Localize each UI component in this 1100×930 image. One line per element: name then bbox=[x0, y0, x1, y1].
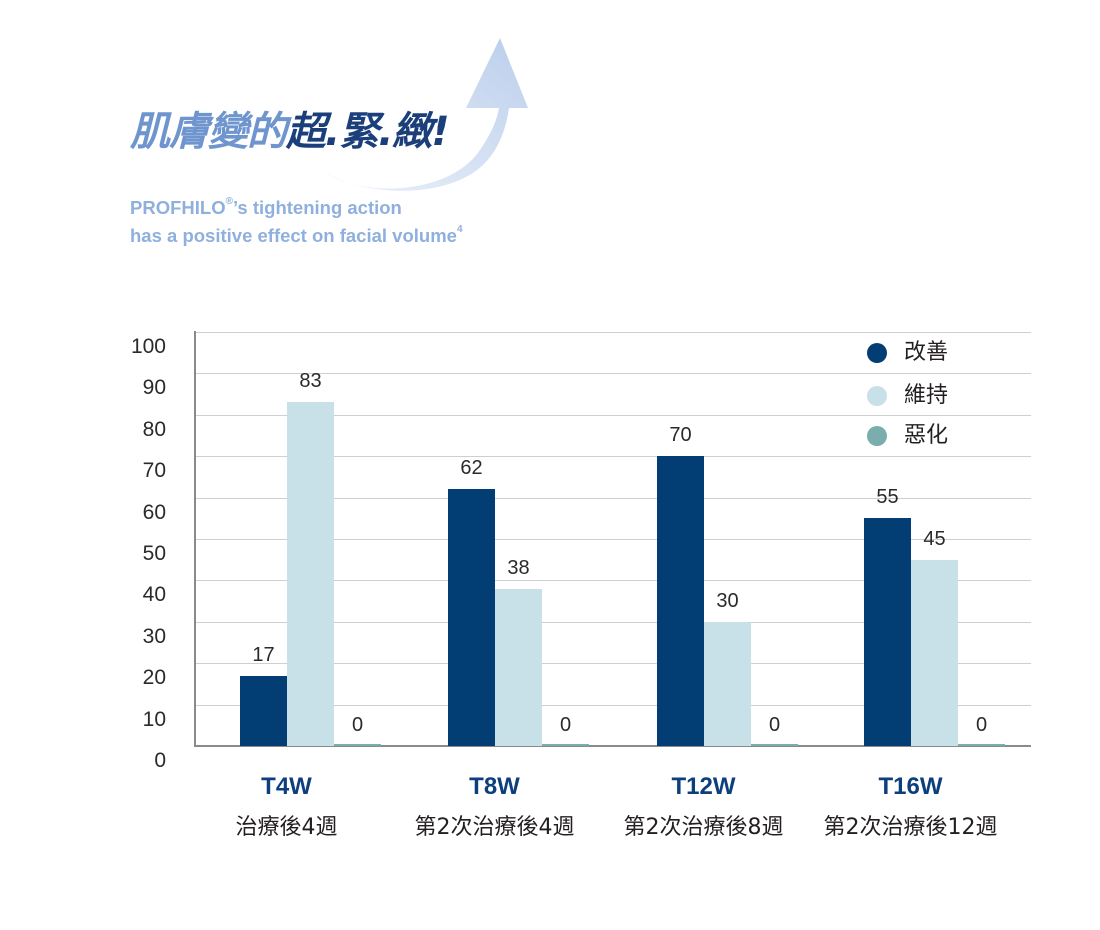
brand-name: PROFHILO bbox=[130, 197, 226, 218]
gridline bbox=[195, 539, 1031, 540]
gridline bbox=[195, 705, 1031, 706]
bar-maintained bbox=[495, 588, 542, 746]
registered-mark: ® bbox=[225, 196, 233, 207]
headline: 肌膚變的超.緊.緻! bbox=[130, 109, 450, 155]
bar-worsened bbox=[958, 744, 1005, 746]
bar-value-label: 62 bbox=[460, 457, 483, 479]
bar-value-label: 45 bbox=[923, 528, 946, 550]
y-tick-label: 10 bbox=[142, 708, 166, 731]
bar-value-label: 0 bbox=[975, 714, 988, 736]
subtitle-text: has a positive effect on facial volume bbox=[130, 225, 457, 246]
bar-value-label: 70 bbox=[669, 424, 692, 446]
gridline bbox=[195, 580, 1031, 581]
bar-improved bbox=[240, 675, 287, 746]
gridline bbox=[195, 663, 1031, 664]
legend-dot-maintained-icon bbox=[867, 386, 887, 406]
x-category-label: T4W bbox=[261, 773, 312, 800]
x-category-sublabel: 第2次治療後12週 bbox=[823, 815, 998, 840]
y-tick-label: 50 bbox=[142, 542, 166, 565]
gridline bbox=[195, 415, 1031, 416]
x-category-sublabel: 第2次治療後4週 bbox=[414, 815, 575, 840]
x-category-label: T8W bbox=[469, 773, 520, 800]
gridline bbox=[195, 498, 1031, 499]
bar-maintained bbox=[911, 559, 958, 746]
x-category-sublabel: 第2次治療後8週 bbox=[623, 815, 784, 840]
y-tick-label: 80 bbox=[142, 418, 166, 441]
bar-improved bbox=[448, 489, 495, 746]
y-tick-label: 30 bbox=[142, 625, 166, 648]
bar-maintained bbox=[704, 621, 751, 746]
bar-improved bbox=[864, 518, 911, 746]
y-tick-label: 100 bbox=[130, 335, 166, 358]
y-tick-label: 40 bbox=[142, 583, 166, 606]
footnote-marker: 4 bbox=[456, 224, 463, 235]
headline-dark: 超.緊.緻! bbox=[286, 109, 450, 155]
subtitle-line-2: has a positive effect on facial volume4 bbox=[130, 224, 463, 246]
x-axis bbox=[194, 745, 1031, 747]
x-category-label: T16W bbox=[878, 773, 943, 800]
bar-value-label: 55 bbox=[876, 486, 899, 508]
bar-value-label: 17 bbox=[252, 644, 275, 666]
bar-maintained bbox=[287, 402, 334, 746]
y-tick-label: 60 bbox=[142, 501, 166, 524]
bar-value-label: 38 bbox=[507, 557, 530, 579]
legend-dot-worsened-icon bbox=[867, 426, 887, 446]
legend-label-worsened: 惡化 bbox=[904, 423, 949, 448]
y-tick-label: 20 bbox=[142, 666, 166, 689]
bar-value-label: 0 bbox=[351, 714, 364, 736]
gridline bbox=[195, 456, 1031, 457]
bar-worsened bbox=[542, 744, 589, 746]
y-tick-label: 0 bbox=[154, 749, 166, 772]
x-category-label: T12W bbox=[671, 773, 736, 800]
x-category-sublabel: 治療後4週 bbox=[235, 815, 338, 840]
bar-worsened bbox=[751, 744, 798, 746]
y-tick-label: 70 bbox=[142, 459, 166, 482]
bar-value-label: 0 bbox=[559, 714, 572, 736]
gridline bbox=[195, 332, 1031, 333]
legend-dot-improved-icon bbox=[867, 343, 887, 363]
bar-value-label: 30 bbox=[716, 590, 739, 612]
bar-improved bbox=[657, 456, 704, 746]
headline-light: 肌膚變的 bbox=[130, 109, 287, 155]
gridline bbox=[195, 622, 1031, 623]
gridline bbox=[195, 373, 1031, 374]
bar-value-label: 0 bbox=[768, 714, 781, 736]
y-axis bbox=[194, 331, 196, 747]
subtitle-line-1: PROFHILO®’s tightening action bbox=[130, 196, 402, 218]
subtitle-text: ’s tightening action bbox=[232, 197, 402, 218]
bar-value-label: 83 bbox=[299, 370, 322, 392]
y-tick-label: 90 bbox=[142, 376, 166, 399]
legend-label-improved: 改善 bbox=[904, 340, 949, 365]
legend-label-maintained: 維持 bbox=[904, 383, 949, 408]
bar-worsened bbox=[334, 744, 381, 746]
